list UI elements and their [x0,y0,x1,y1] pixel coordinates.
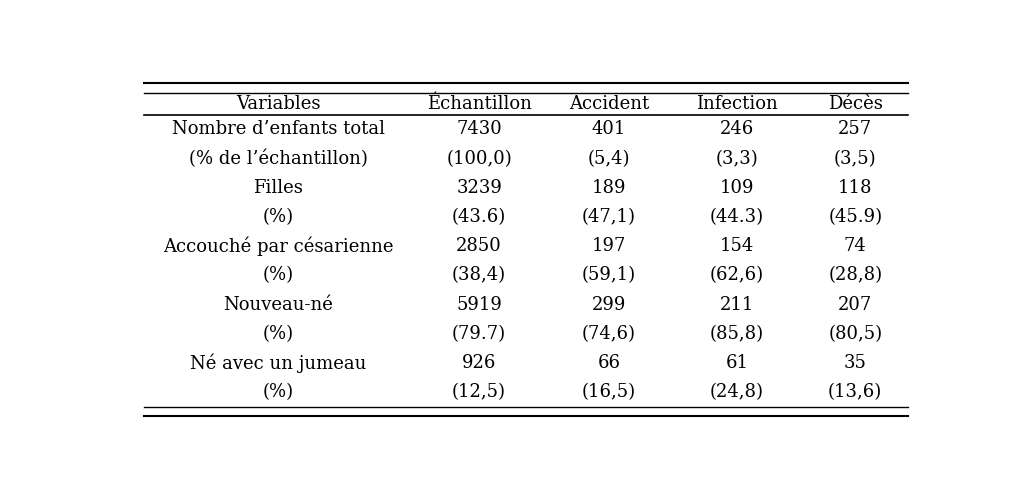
Text: 118: 118 [838,179,873,197]
Text: (3,3): (3,3) [716,150,758,168]
Text: 401: 401 [592,120,626,139]
Text: (47,1): (47,1) [582,208,636,226]
Text: (45.9): (45.9) [828,208,882,226]
Text: (%): (%) [263,266,294,285]
Text: Infection: Infection [696,95,777,113]
Text: (74,6): (74,6) [582,325,636,343]
Text: (80,5): (80,5) [828,325,882,343]
Text: (5,4): (5,4) [587,150,631,168]
Text: 299: 299 [592,296,626,313]
Text: (28,8): (28,8) [828,266,882,285]
Text: 197: 197 [592,237,626,255]
Text: 246: 246 [720,120,754,139]
Text: Nouveau-né: Nouveau-né [223,296,333,313]
Text: 189: 189 [592,179,626,197]
Text: 61: 61 [725,354,749,372]
Text: 3239: 3239 [456,179,502,197]
Text: (12,5): (12,5) [452,383,506,401]
Text: 257: 257 [838,120,872,139]
Text: 35: 35 [844,354,867,372]
Text: 154: 154 [720,237,754,255]
Text: 2850: 2850 [456,237,502,255]
Text: (62,6): (62,6) [710,266,764,285]
Text: Nombre d’enfants total: Nombre d’enfants total [172,120,385,139]
Text: (16,5): (16,5) [582,383,636,401]
Text: 74: 74 [844,237,867,255]
Text: (%): (%) [263,208,294,226]
Text: (24,8): (24,8) [710,383,764,401]
Text: (38,4): (38,4) [452,266,506,285]
Text: 7430: 7430 [456,120,502,139]
Text: Variables: Variables [236,95,320,113]
Text: (85,8): (85,8) [710,325,764,343]
Text: 5919: 5919 [456,296,502,313]
Text: (13,6): (13,6) [828,383,882,401]
Text: (59,1): (59,1) [582,266,636,285]
Text: 109: 109 [720,179,754,197]
Text: Filles: Filles [254,179,303,197]
Text: Échantillon: Échantillon [426,95,532,113]
Text: (79.7): (79.7) [452,325,506,343]
Text: (% de l’échantillon): (% de l’échantillon) [189,149,368,168]
Text: 926: 926 [462,354,496,372]
Text: Accident: Accident [569,95,649,113]
Text: (%): (%) [263,325,294,343]
Text: (%): (%) [263,383,294,401]
Text: 66: 66 [598,354,620,372]
Text: Accouché par césarienne: Accouché par césarienne [163,237,393,256]
Text: Décès: Décès [828,95,882,113]
Text: 211: 211 [720,296,754,313]
Text: Né avec un jumeau: Né avec un jumeau [190,353,367,373]
Text: (3,5): (3,5) [834,150,876,168]
Text: (100,0): (100,0) [446,150,511,168]
Text: (43.6): (43.6) [452,208,506,226]
Text: (44.3): (44.3) [710,208,764,226]
Text: 207: 207 [838,296,872,313]
